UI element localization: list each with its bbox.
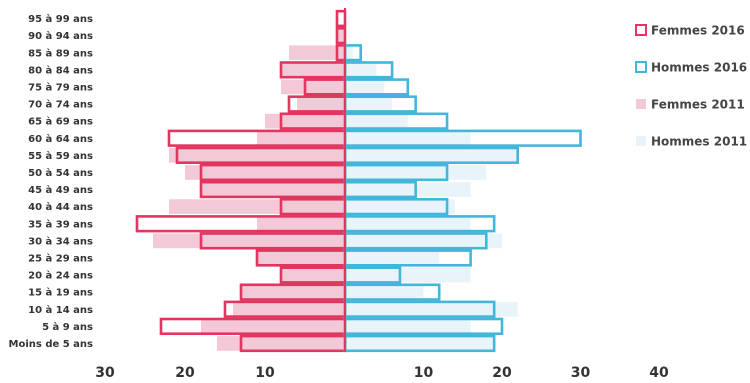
legend-swatch-hommes-2011: [636, 136, 646, 146]
bar-femmes-2011-moins-de-5-ans: [217, 336, 345, 351]
age-label-25-a-29-ans: 25 à 29 ans: [28, 252, 93, 264]
legend-swatch-hommes-2016: [635, 61, 647, 73]
bar-femmes-2011-20-a-24-ans: [281, 267, 345, 283]
tick-left-20: 20: [175, 365, 195, 381]
legend: Femmes 2016 Hommes 2016 Femmes 2011 Hommes …: [635, 24, 747, 149]
bar-hommes-2011-85-a-89-ans: [345, 45, 353, 61]
bar-hommes-2011-25-a-29-ans: [345, 250, 440, 266]
bar-hommes-2011-15-a-19-ans: [345, 284, 424, 300]
bar-femmes-2011-25-a-29-ans: [257, 250, 345, 266]
age-label-20-a-24-ans: 20 à 24 ans: [28, 270, 93, 282]
age-label-5-a-9-ans: 5 à 9 ans: [42, 321, 93, 333]
bar-femmes-2011-35-a-39-ans: [257, 216, 345, 232]
x-axis-tick-labels: 30 20 10 10 20 30 40: [95, 365, 669, 381]
bar-hommes-2011-70-a-74-ans: [345, 96, 393, 112]
bar-hommes-2011-30-a-34-ans: [345, 233, 502, 249]
outline-bars-2016: [135, 9, 582, 353]
age-label-10-a-14-ans: 10 à 14 ans: [28, 304, 93, 316]
age-label-75-a-79-ans: 75 à 79 ans: [28, 81, 93, 93]
age-label-45-a-49-ans: 45 à 49 ans: [28, 184, 93, 196]
bar-femmes-2011-40-a-44-ans: [169, 199, 345, 214]
legend-label-femmes-2016: Femmes 2016: [651, 24, 745, 38]
bar-femmes-2011-45-a-49-ans: [201, 182, 345, 197]
bar-femmes-2011-65-a-69-ans: [265, 113, 345, 129]
bar-femmes-2011-15-a-19-ans: [241, 284, 345, 300]
age-label-30-a-34-ans: 30 à 34 ans: [28, 235, 93, 247]
bar-hommes-2011-55-a-59-ans: [345, 148, 518, 163]
bar-femmes-2011-10-a-14-ans: [233, 301, 345, 317]
age-label-60-a-64-ans: 60 à 64 ans: [28, 133, 93, 145]
bar-femmes-2011-80-a-84-ans: [281, 62, 345, 78]
bar-hommes-2011-45-a-49-ans: [345, 182, 471, 197]
bar-hommes-2011-75-a-79-ans: [345, 79, 385, 95]
bar-femmes-2011-60-a-64-ans: [257, 130, 345, 146]
tick-right-20: 20: [492, 365, 512, 381]
bar-femmes-2011-90-a-94-ans: [337, 28, 345, 43]
age-group-labels: 95 à 99 ans 90 à 94 ans 85 à 89 ans 80 à 84…: [9, 13, 94, 350]
age-label-85-a-89-ans: 85 à 89 ans: [28, 47, 93, 59]
age-label-70-a-74-ans: 70 à 74 ans: [28, 99, 93, 111]
bar-hommes-2011-60-a-64-ans: [345, 130, 471, 146]
legend-label-hommes-2016: Hommes 2016: [651, 61, 747, 75]
bar-femmes-2011-55-a-59-ans: [169, 148, 345, 163]
tick-left-30: 30: [95, 365, 115, 381]
bar-femmes-2011-70-a-74-ans: [297, 96, 345, 112]
tick-right-30: 30: [571, 365, 591, 381]
bar-femmes-2016-95-a-99-ans: [335, 9, 347, 28]
legend-label-femmes-2011: Femmes 2011: [651, 98, 745, 112]
bar-hommes-2011-10-a-14-ans: [345, 301, 518, 317]
bar-femmes-2011-75-a-79-ans: [281, 79, 345, 95]
bar-hommes-2011-65-a-69-ans: [345, 113, 408, 129]
legend-label-hommes-2011: Hommes 2011: [651, 135, 747, 149]
bar-hommes-2011-20-a-24-ans: [345, 267, 471, 283]
bar-hommes-2011-moins-de-5-ans: [345, 336, 495, 351]
bar-femmes-2011-5-a-9-ans: [201, 319, 345, 334]
bar-femmes-2011-50-a-54-ans: [185, 165, 345, 180]
fill-bars-2011: [153, 28, 518, 351]
tick-left-10: 10: [255, 365, 275, 381]
bar-femmes-2011-30-a-34-ans: [153, 233, 345, 249]
age-label-moins-de-5-ans: Moins de 5 ans: [9, 339, 94, 350]
legend-swatch-femmes-2016: [635, 24, 647, 36]
age-label-90-a-94-ans: 90 à 94 ans: [28, 30, 93, 42]
age-label-80-a-84-ans: 80 à 84 ans: [28, 64, 93, 76]
bar-hommes-2011-5-a-9-ans: [345, 319, 471, 334]
bar-hommes-2011-35-a-39-ans: [345, 216, 471, 232]
age-label-55-a-59-ans: 55 à 59 ans: [28, 150, 93, 162]
age-label-35-a-39-ans: 35 à 39 ans: [28, 218, 93, 230]
age-label-95-a-99-ans: 95 à 99 ans: [28, 13, 93, 25]
age-label-50-a-54-ans: 50 à 54 ans: [28, 167, 93, 179]
age-label-40-a-44-ans: 40 à 44 ans: [28, 201, 93, 213]
legend-swatch-femmes-2011: [636, 99, 646, 109]
bar-hommes-2011-50-a-54-ans: [345, 165, 487, 180]
tick-right-40: 40: [649, 365, 669, 381]
age-label-65-a-69-ans: 65 à 69 ans: [28, 116, 93, 128]
bar-femmes-2011-85-a-89-ans: [289, 45, 345, 61]
bar-hommes-2011-80-a-84-ans: [345, 62, 377, 78]
age-label-15-a-19-ans: 15 à 19 ans: [28, 287, 93, 299]
tick-right-10: 10: [414, 365, 434, 381]
bar-hommes-2011-40-a-44-ans: [345, 199, 455, 214]
